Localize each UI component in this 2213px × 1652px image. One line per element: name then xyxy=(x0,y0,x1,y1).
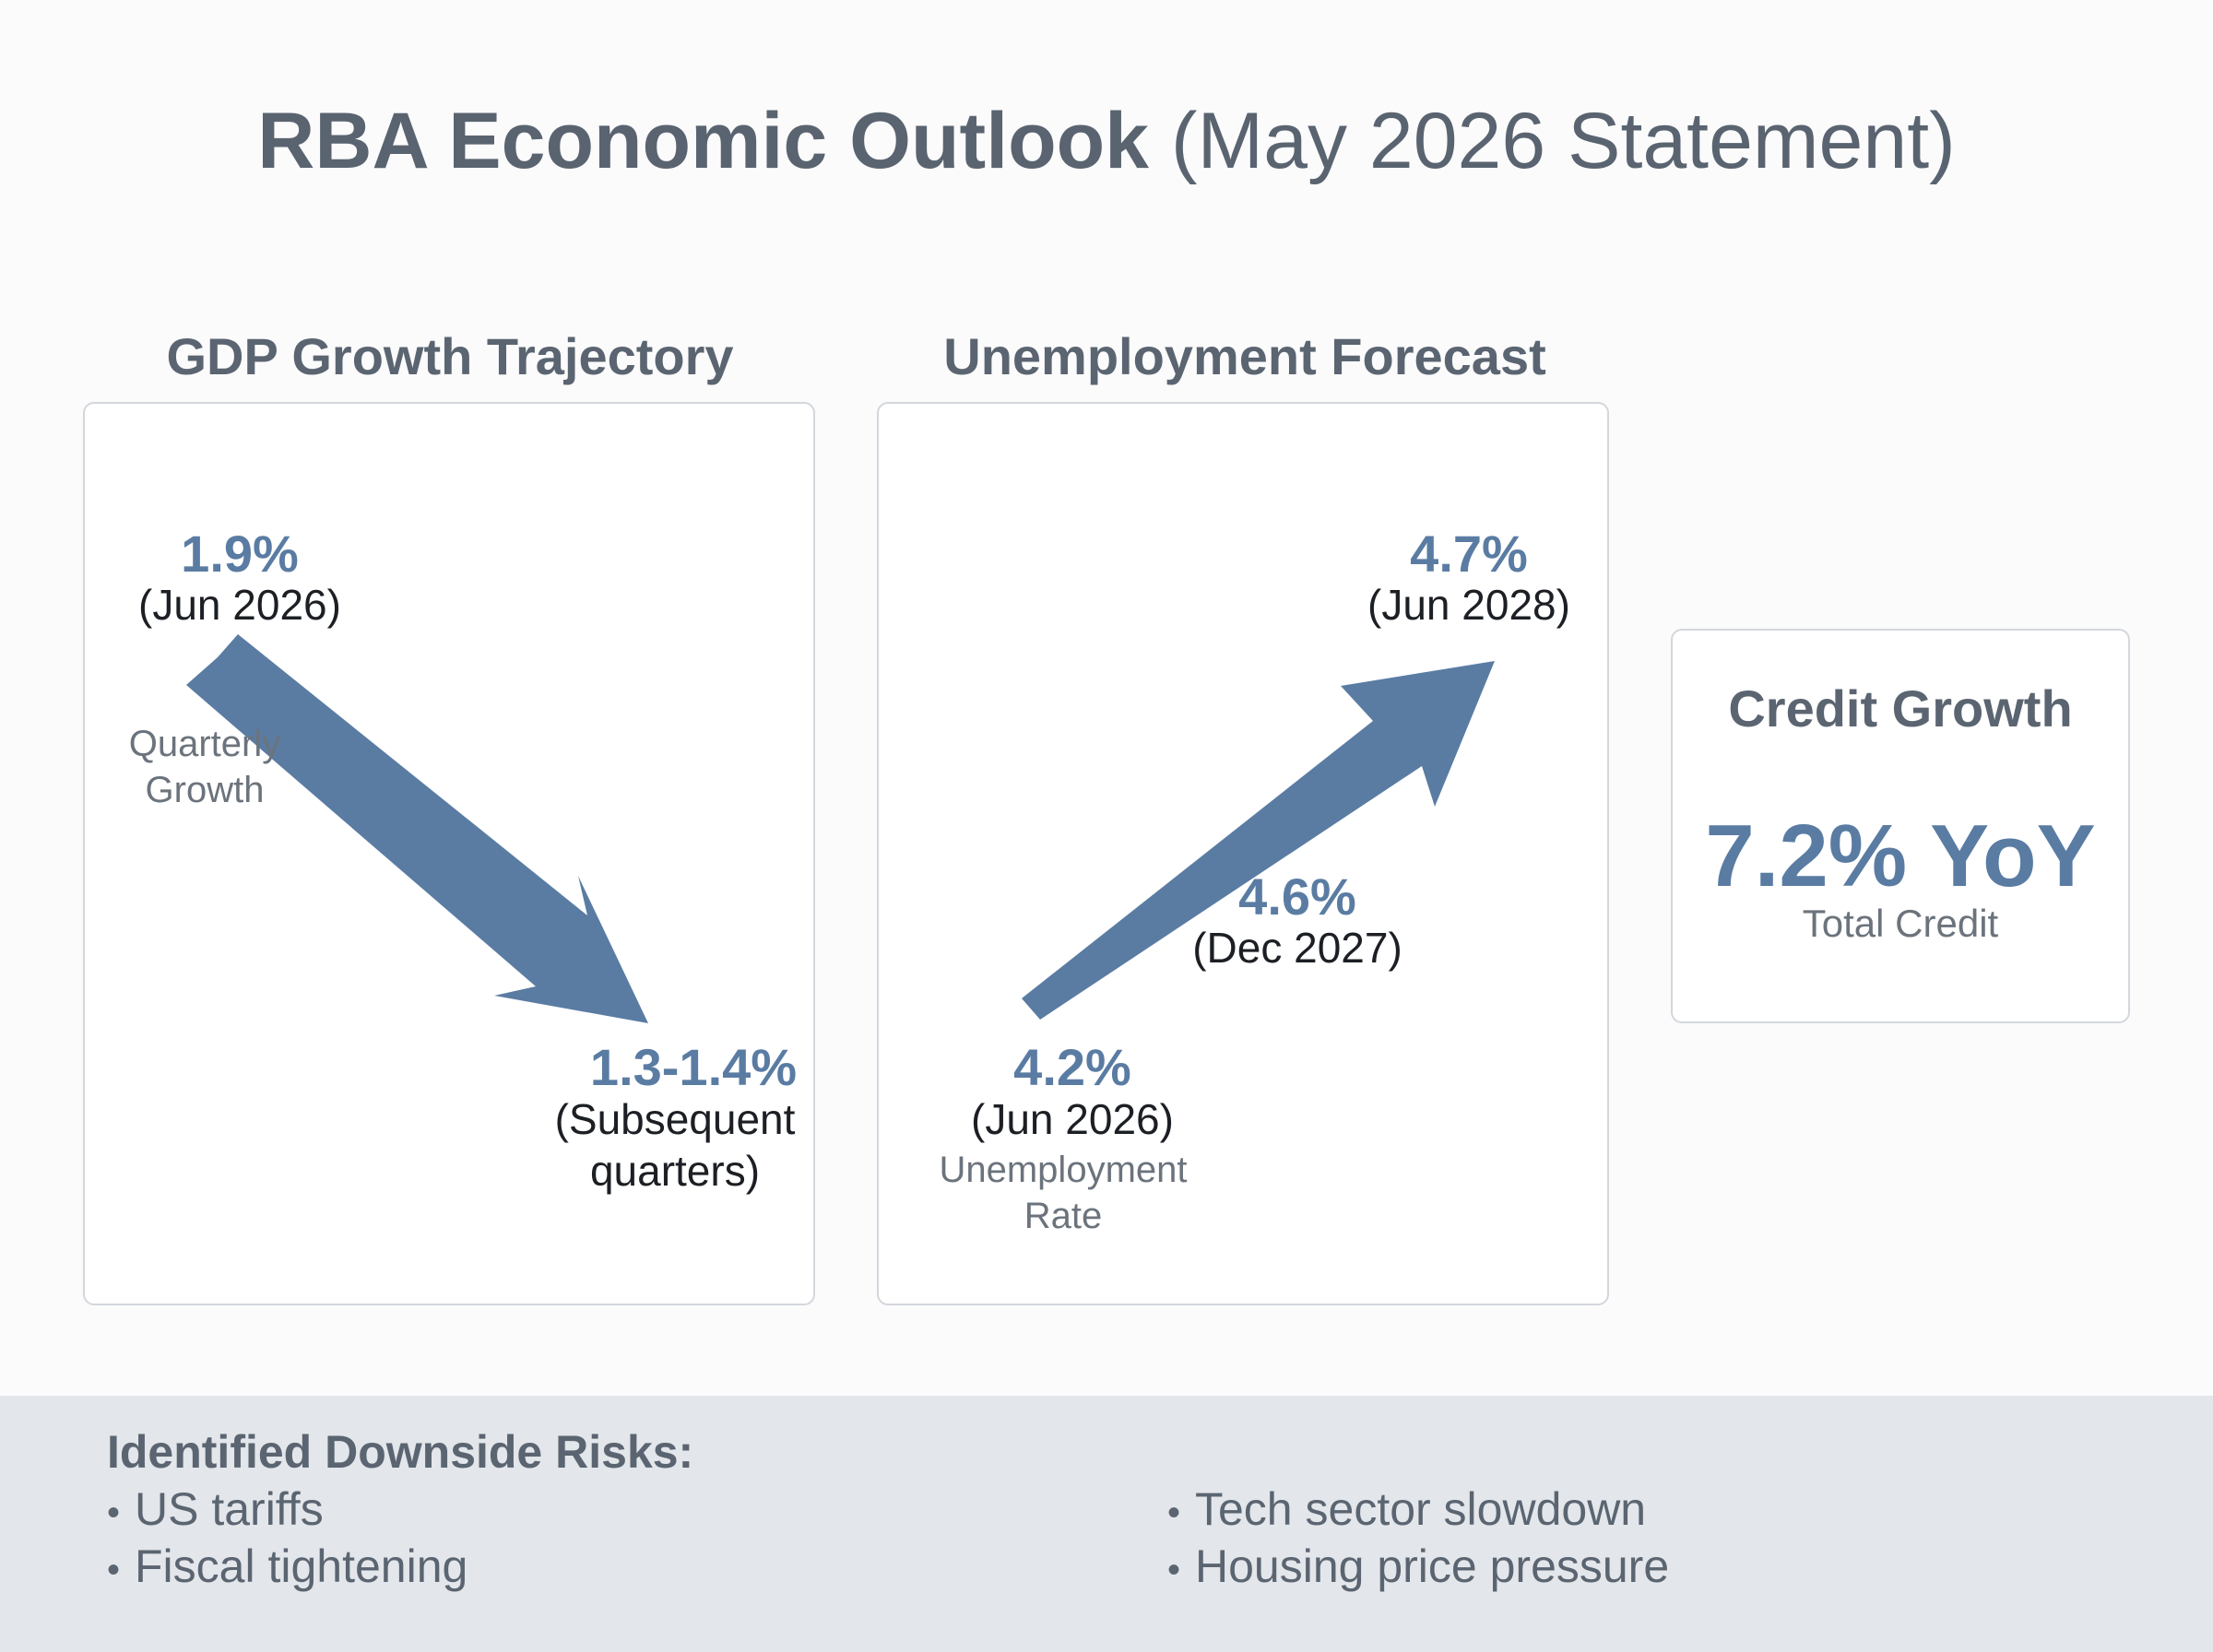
bullet-icon: • xyxy=(1167,1550,1181,1590)
unemployment-note-line2: Rate xyxy=(1024,1196,1103,1236)
bullet-icon: • xyxy=(107,1550,121,1590)
gdp-end-period-line1: (Subsequent xyxy=(554,1095,796,1143)
unemployment-up-arrow-icon xyxy=(1022,661,1495,1020)
risk-item: • Tech sector slowdown xyxy=(1167,1481,1646,1541)
downside-risks-section: Identified Downside Risks: • US tariffs •… xyxy=(0,1396,2213,1652)
gdp-note-line2: Growth xyxy=(145,770,265,810)
credit-growth-title: Credit Growth xyxy=(1728,679,2073,738)
unemployment-end-period: (Jun 2028) xyxy=(1367,581,1570,629)
gdp-note-line1: Quarterly xyxy=(128,724,281,764)
gdp-end-value: 1.3-1.4% xyxy=(589,1038,798,1096)
unemployment-end-value: 4.7% xyxy=(1410,525,1528,583)
gdp-end-period-line2: quarters) xyxy=(589,1147,761,1195)
risk-item-label: Housing price pressure xyxy=(1195,1540,1670,1592)
risk-item: • US tariffs xyxy=(107,1481,324,1541)
downside-risks-title: Identified Downside Risks: xyxy=(107,1426,694,1478)
gdp-panel-title: GDP Growth Trajectory xyxy=(166,327,734,385)
gdp-panel: 1.9% (Jun 2026) Quarterly Growth 1.3-1.4… xyxy=(83,402,815,1305)
risk-item-label: Fiscal tightening xyxy=(135,1540,468,1592)
unemployment-panel: 4.7% (Jun 2028) 4.6% (Dec 2027) 4.2% (Ju… xyxy=(877,402,1609,1305)
unemployment-arrow-shape xyxy=(1022,661,1495,1020)
unemployment-start-period: (Jun 2026) xyxy=(971,1095,1174,1143)
unemployment-mid-period: (Dec 2027) xyxy=(1192,924,1402,972)
gdp-start-value: 1.9% xyxy=(181,525,299,583)
gdp-down-arrow-icon xyxy=(186,634,648,1023)
gdp-arrow-shape xyxy=(186,634,648,1023)
page-title-main: RBA Economic Outlook xyxy=(257,97,1149,185)
risk-item: • Housing price pressure xyxy=(1167,1538,1669,1599)
credit-growth-card: Credit Growth 7.2% YoY Total Credit xyxy=(1671,629,2130,1023)
risk-item-label: US tariffs xyxy=(135,1483,324,1535)
credit-growth-value: 7.2% YoY xyxy=(1705,807,2096,905)
unemployment-panel-title: Unemployment Forecast xyxy=(943,327,1546,385)
unemployment-note-line1: Unemployment xyxy=(939,1150,1188,1190)
risk-item: • Fiscal tightening xyxy=(107,1538,467,1599)
unemployment-mid-value: 4.6% xyxy=(1238,867,1356,926)
gdp-start-period: (Jun 2026) xyxy=(138,581,341,629)
risk-item-label: Tech sector slowdown xyxy=(1195,1483,1647,1535)
page-title-period: (May 2026 Statement) xyxy=(1170,97,1956,185)
unemployment-start-value: 4.2% xyxy=(1013,1038,1131,1096)
credit-growth-subtitle: Total Credit xyxy=(1802,902,1999,945)
bullet-icon: • xyxy=(107,1493,121,1533)
page-title: RBA Economic Outlook (May 2026 Statement… xyxy=(0,90,2213,192)
bullet-icon: • xyxy=(1167,1493,1181,1533)
